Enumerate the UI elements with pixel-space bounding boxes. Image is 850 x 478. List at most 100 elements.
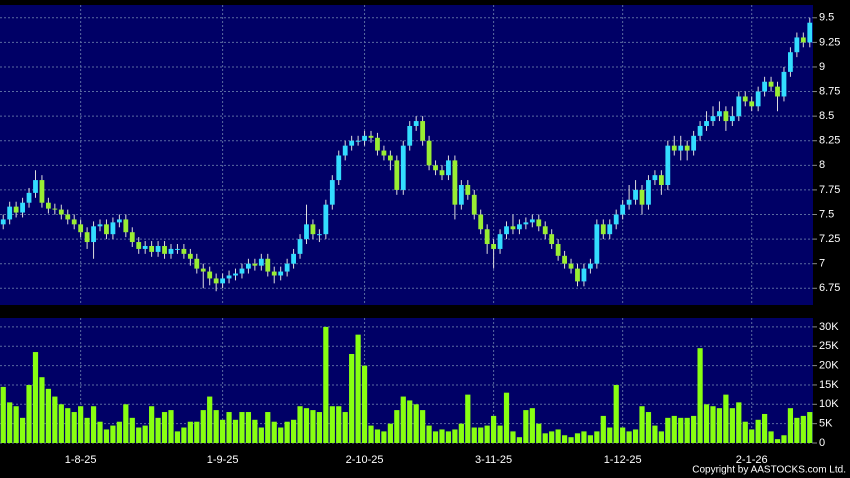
candle-body: [471, 194, 477, 215]
volume-bar: [65, 408, 71, 443]
candle-body: [7, 206, 13, 220]
volume-bar: [574, 433, 581, 443]
candle-body: [342, 145, 348, 156]
candle-body: [226, 275, 232, 279]
candle-body: [607, 224, 613, 235]
candle-body: [45, 202, 51, 209]
volume-bar: [749, 429, 755, 443]
volume-bar: [458, 423, 464, 443]
volume-bar: [232, 419, 239, 443]
candle-body: [465, 185, 471, 195]
candle-body: [239, 268, 245, 274]
candle-body: [652, 175, 658, 181]
candle-body: [568, 263, 574, 269]
volume-bar: [645, 412, 652, 443]
candle-body: [407, 125, 413, 146]
volume-bar: [600, 415, 606, 443]
candle-body: [452, 160, 458, 205]
candle-body: [587, 263, 593, 269]
candle-body: [381, 150, 387, 156]
volume-bar: [736, 402, 742, 443]
volume-bar: [684, 417, 690, 443]
volume-bar: [213, 410, 219, 443]
volume-bar: [755, 419, 761, 443]
candle-body: [213, 278, 219, 284]
y-tick-label: 9.25: [819, 36, 840, 48]
candle-body: [749, 101, 755, 107]
volume-bar: [0, 386, 6, 443]
volume-bar: [39, 377, 45, 443]
volume-bar: [413, 404, 419, 443]
y-tick-label: 7.25: [819, 233, 840, 245]
y-tick-label: 15K: [819, 379, 839, 391]
x-tick-label: 1-8-25: [65, 454, 97, 466]
volume-bar: [155, 417, 161, 443]
candle-body: [52, 208, 58, 210]
volume-bar: [542, 433, 548, 443]
volume-bar: [781, 435, 787, 443]
y-tick-label: 0: [819, 437, 825, 449]
candle-body: [781, 71, 787, 97]
volume-bar: [245, 412, 252, 443]
candle-body: [600, 224, 606, 235]
candle-body: [426, 140, 432, 166]
volume-bar: [774, 439, 781, 443]
candle-body: [162, 245, 167, 254]
volume-bar: [768, 431, 774, 443]
volume-bar: [387, 423, 393, 443]
volume-bar: [310, 410, 316, 443]
volume-bar: [303, 408, 310, 443]
volume-bar: [503, 392, 510, 443]
volume-bar: [45, 388, 51, 443]
candle-body: [562, 255, 567, 264]
candle-body: [491, 244, 497, 249]
volume-bar: [561, 435, 568, 443]
candle-body: [271, 271, 277, 276]
candle-body: [149, 245, 155, 252]
candle-body: [517, 224, 522, 230]
y-tick-label: 7: [819, 258, 825, 270]
candle-body: [420, 121, 426, 141]
volume-bar: [265, 412, 271, 443]
candle-body: [136, 242, 142, 249]
volume-bar: [149, 406, 155, 443]
volume-bar: [400, 396, 406, 443]
volume-bar: [665, 417, 671, 443]
candle-body: [413, 121, 419, 126]
x-tick-label: 2-10-25: [346, 454, 384, 466]
candle-body: [104, 224, 109, 235]
volume-bar: [613, 384, 619, 443]
volume-bar: [329, 406, 335, 443]
volume-bar: [349, 353, 355, 443]
volume-bar: [355, 334, 361, 443]
candle-body: [304, 224, 309, 240]
candle-body: [39, 180, 45, 203]
volume-bar: [19, 417, 26, 443]
volume-bar: [729, 408, 735, 443]
volume-bar: [284, 421, 290, 443]
volume-bar: [432, 431, 439, 443]
candle-body: [613, 214, 619, 225]
volume-bar: [807, 412, 813, 443]
candle-body: [510, 226, 516, 230]
volume-bar: [168, 410, 174, 443]
candle-body: [91, 226, 96, 243]
candle-body: [368, 135, 374, 138]
candle-body: [523, 222, 529, 225]
volume-bar: [174, 431, 181, 443]
volume-bar: [381, 431, 387, 443]
volume-bar: [58, 404, 64, 443]
y-tick-label: 8.75: [819, 85, 840, 97]
volume-bar: [594, 431, 600, 443]
candle-body: [755, 91, 761, 107]
volume-bar: [71, 412, 77, 443]
volume-bar: [697, 348, 703, 443]
price-panel: [0, 5, 813, 305]
candle-body: [278, 271, 284, 276]
volume-bar: [639, 406, 645, 443]
candle-body: [536, 219, 542, 227]
volume-bar: [142, 425, 148, 443]
candle-body: [768, 81, 774, 87]
candle-body: [646, 180, 651, 205]
volume-bar: [123, 404, 129, 443]
